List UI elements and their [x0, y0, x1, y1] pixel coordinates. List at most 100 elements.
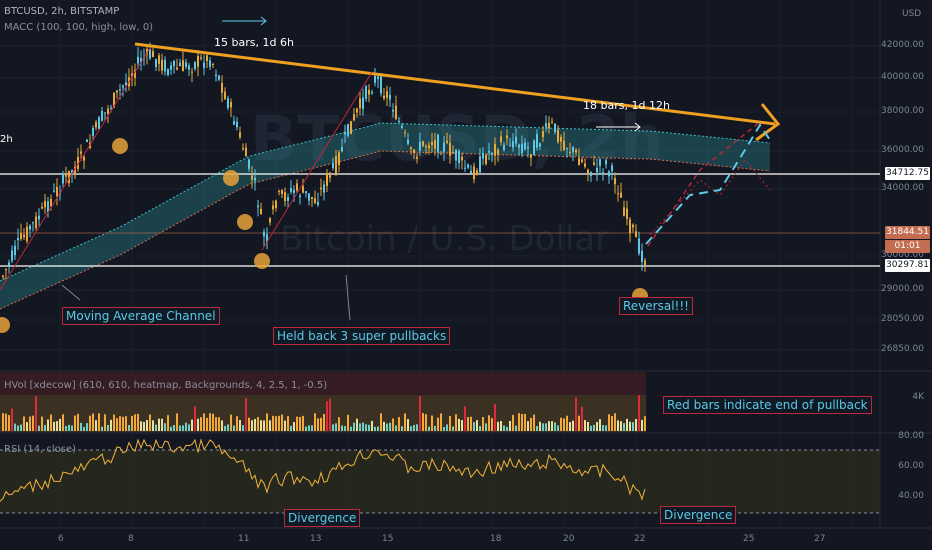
candle-body: [596, 167, 598, 173]
volume-bar: [611, 416, 613, 431]
red-bars-note[interactable]: Red bars indicate end of pullback: [663, 396, 872, 414]
candle-body: [326, 174, 328, 187]
volume-bar: [206, 417, 208, 431]
volume-bar: [401, 426, 403, 431]
volume-bar: [452, 426, 454, 431]
candle-body: [107, 108, 109, 114]
bars-range-label-top[interactable]: 15 bars, 1d 6h: [214, 36, 294, 49]
volume-bar: [518, 413, 520, 431]
volume-bar: [455, 414, 457, 431]
volume-bar: [554, 422, 556, 431]
volume-bar: [491, 418, 493, 431]
volume-bar: [107, 424, 109, 431]
volume-bar: [284, 420, 286, 431]
candle-body: [179, 62, 181, 67]
volume-bar: [425, 414, 427, 431]
candle-body: [533, 140, 535, 155]
price-tick: 36000.00: [881, 145, 924, 155]
candle-body: [359, 98, 361, 109]
volume-bar: [524, 413, 526, 431]
volume-bar: [437, 417, 439, 431]
volume-bar: [512, 414, 514, 431]
candle-body: [332, 162, 334, 169]
candle-body: [20, 233, 22, 239]
candle-body: [509, 144, 511, 146]
volume-bar: [185, 422, 187, 431]
candle-body: [494, 143, 496, 156]
candle-body: [644, 260, 646, 266]
volume-bar: [608, 414, 610, 431]
candle-body: [401, 125, 403, 128]
candle-body: [314, 198, 316, 204]
volume-bar: [440, 413, 442, 431]
candle-body: [497, 149, 499, 155]
candle-body: [575, 150, 577, 153]
candle-body: [605, 160, 607, 165]
pullback-marker: [237, 214, 253, 230]
bars-range-label-right[interactable]: 18 bars, 1d 12h: [583, 99, 670, 112]
moving-average-channel-note[interactable]: Moving Average Channel: [62, 307, 220, 325]
channel-lower-line: [0, 150, 771, 310]
volume-bar: [20, 424, 22, 431]
arrow-head: [634, 122, 641, 132]
volume-bar: [191, 419, 193, 431]
watermark-name: Bitcoin / U.S. Dollar: [280, 219, 609, 259]
volume-bar: [158, 418, 160, 431]
volume-bar: [293, 422, 295, 431]
candle-body: [551, 121, 553, 123]
volume-bar: [434, 425, 436, 431]
symbol-legend: BTCUSD, 2h, BITSTAMP: [4, 6, 120, 17]
candle-body: [161, 59, 163, 71]
candle-body: [365, 86, 367, 99]
candle-body: [122, 85, 124, 88]
volume-bar: [266, 413, 268, 431]
volume-bar: [71, 425, 73, 431]
volume-bar: [467, 417, 469, 431]
held-back-note[interactable]: Held back 3 super pullbacks: [273, 327, 451, 345]
volume-bar: [572, 420, 574, 431]
candle-body: [125, 82, 127, 86]
candle-body: [458, 151, 460, 164]
partial-left-label: 2h: [0, 134, 13, 145]
volume-bar: [272, 415, 274, 431]
candle-body: [395, 105, 397, 119]
volume-bar: [221, 420, 223, 431]
volume-bar: [167, 415, 169, 431]
candle-body: [425, 146, 427, 148]
candle-body: [539, 143, 541, 147]
macc-legend: MACC (100, 100, high, low, 0): [4, 22, 154, 33]
candle-body: [215, 74, 217, 77]
volume-bar: [131, 415, 133, 431]
candle-body: [554, 123, 556, 133]
candle-body: [185, 62, 187, 67]
divergence-note-left[interactable]: Divergence: [284, 509, 361, 527]
volume-bar: [530, 417, 532, 431]
volume-bar: [380, 413, 382, 431]
rsi-tick-80: 80.00: [898, 431, 924, 441]
candle-body: [56, 186, 58, 196]
divergence-note-right[interactable]: Divergence: [660, 506, 737, 524]
candle-body: [629, 219, 631, 234]
reversal-note[interactable]: Reversal!!!: [619, 297, 693, 315]
volume-bar: [149, 414, 151, 431]
candle-body: [617, 193, 619, 195]
volume-bar: [233, 425, 235, 431]
candle-body: [119, 89, 121, 91]
volume-bar: [398, 416, 400, 431]
price-tick: 26850.00: [881, 344, 924, 354]
candle-body: [158, 55, 160, 64]
volume-bar: [47, 419, 49, 431]
candle-body: [11, 250, 13, 261]
volume-bar: [104, 414, 106, 431]
candle-body: [641, 250, 643, 262]
volume-bar: [95, 420, 97, 431]
volume-bar: [56, 421, 58, 431]
candle-body: [221, 82, 223, 93]
volume-bar: [101, 426, 103, 431]
time-tick: 25: [743, 534, 755, 544]
volume-bar: [395, 425, 397, 431]
candle-body: [431, 141, 433, 146]
candle-body: [188, 65, 190, 70]
candle-body: [71, 170, 73, 173]
